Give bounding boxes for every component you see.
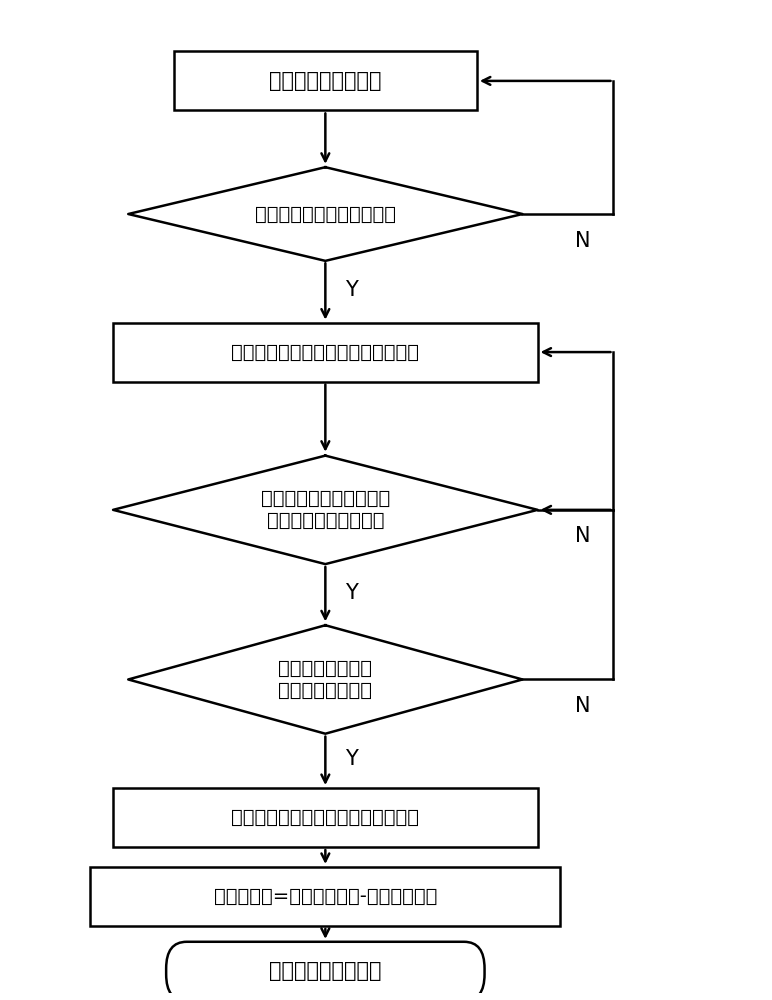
FancyBboxPatch shape bbox=[166, 942, 485, 1000]
Text: 熔渣层厚度测量结束: 熔渣层厚度测量结束 bbox=[269, 961, 381, 981]
Text: Y: Y bbox=[345, 583, 358, 603]
Text: 区间时间间隔内电
压峰谷差大于限值: 区间时间间隔内电 压峰谷差大于限值 bbox=[279, 659, 372, 700]
FancyBboxPatch shape bbox=[113, 788, 537, 847]
Text: N: N bbox=[575, 696, 591, 716]
Text: N: N bbox=[575, 526, 591, 546]
FancyBboxPatch shape bbox=[174, 51, 477, 110]
Text: 熔渣层厚度测量启动: 熔渣层厚度测量启动 bbox=[269, 71, 381, 91]
Text: 记录电极此时高度作为熔渣上层高度: 记录电极此时高度作为熔渣上层高度 bbox=[232, 808, 419, 827]
Text: 记录电极此时高度作为熔渣底层高度: 记录电极此时高度作为熔渣底层高度 bbox=[232, 343, 419, 362]
Polygon shape bbox=[128, 625, 523, 734]
FancyBboxPatch shape bbox=[90, 867, 560, 926]
Text: Y: Y bbox=[345, 749, 358, 769]
FancyBboxPatch shape bbox=[113, 323, 537, 382]
Polygon shape bbox=[113, 456, 537, 564]
Text: Y: Y bbox=[345, 280, 358, 300]
Polygon shape bbox=[128, 167, 523, 261]
Text: 电极电压大于熔渣层下限值: 电极电压大于熔渣层下限值 bbox=[255, 205, 396, 224]
Text: 熔渣层厚度=熔渣上层高度-熔渣下层高度: 熔渣层厚度=熔渣上层高度-熔渣下层高度 bbox=[214, 887, 437, 906]
Text: N: N bbox=[575, 231, 591, 251]
Text: 区间时间间隔内电压上升
变为下降次数大于限值: 区间时间间隔内电压上升 变为下降次数大于限值 bbox=[261, 489, 390, 530]
